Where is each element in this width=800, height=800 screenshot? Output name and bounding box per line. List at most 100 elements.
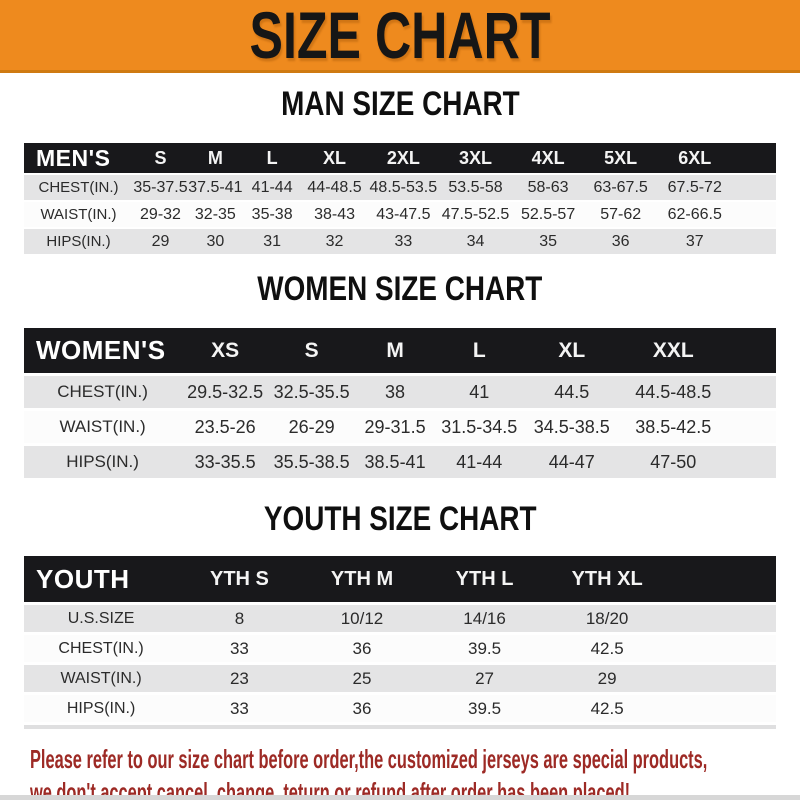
table-row: WAIST(IN.) 29-32 32-35 35-38 38-43 43-47.5 47.… — [24, 202, 776, 227]
size-value-cell: 29 — [151, 232, 170, 250]
size-value-cell: 38.5-41 — [364, 451, 426, 472]
size-column-header: S — [154, 147, 167, 168]
size-column-header: M — [386, 338, 404, 362]
size-value-cell: 38-43 — [314, 205, 355, 223]
size-value-cell: 36 — [352, 638, 372, 658]
youth-size-table: YOUTH YTH S YTH M YTH L YTH XL U.S.SIZE 8 10/12… — [24, 556, 776, 729]
size-value-cell: 14/16 — [463, 608, 506, 628]
size-value-cell: 10/12 — [340, 608, 384, 628]
size-value-cell: 44-48.5 — [307, 178, 362, 196]
row-label: HIPS(IN.) — [66, 452, 139, 471]
size-value-cell: 37.5-41 — [188, 178, 243, 196]
men-section-heading: MAN SIZE CHART — [0, 87, 800, 125]
table-row: CHEST(IN.) 33 36 39.5 42.5 — [24, 635, 776, 662]
size-value-cell: 18/20 — [585, 608, 629, 628]
size-value-cell: 33 — [229, 698, 249, 718]
size-value-cell: 44.5 — [554, 381, 590, 402]
size-value-cell: 29.5-32.5 — [187, 381, 264, 402]
banner-title: SIZE CHART — [249, 0, 551, 72]
size-value-cell: 38.5-42.5 — [635, 416, 712, 437]
youth-section-heading-text: YOUTH SIZE CHART — [263, 500, 537, 538]
size-value-cell: 23 — [229, 668, 249, 688]
row-label: U.S.SIZE — [67, 609, 135, 627]
notice-line-1: Please refer to our size chart before or… — [30, 744, 708, 774]
table-row: U.S.SIZE 8 10/12 14/16 18/20 — [24, 605, 776, 632]
size-value-cell: 57-62 — [600, 205, 642, 223]
row-label: HIPS(IN.) — [66, 699, 136, 717]
size-value-cell: 31 — [263, 232, 282, 250]
size-value-cell: 23.5-26 — [194, 416, 256, 437]
size-value-cell: 41-44 — [456, 451, 503, 472]
size-column-header: S — [304, 338, 319, 362]
women-section-heading: WOMEN SIZE CHART — [0, 272, 800, 310]
size-value-cell: 47.5-52.5 — [441, 205, 510, 223]
size-value-cell: 37 — [685, 232, 704, 250]
size-column-header: 2XL — [386, 147, 420, 168]
women-section-heading-text: WOMEN SIZE CHART — [257, 270, 543, 308]
row-label: WAIST(IN.) — [60, 669, 142, 687]
size-value-cell: 38 — [385, 381, 406, 402]
size-value-cell: 58-63 — [527, 178, 569, 196]
size-value-cell: 35-37.5 — [133, 178, 188, 196]
youth-size-section: YOUTH SIZE CHART YOUTH YTH S YTH M YTH L YTH… — [0, 502, 800, 729]
size-value-cell: 29-31.5 — [364, 416, 426, 437]
men-size-section: MAN SIZE CHART MEN'S S M L XL 2XL 3XL 4XL 5XL 6XL… — [0, 87, 800, 254]
notice-line-2: we don't accept cancel, change, teturn o… — [30, 776, 631, 800]
table-corner-label: YOUTH — [36, 563, 130, 594]
size-column-header: XXL — [652, 338, 694, 362]
size-value-cell: 32-35 — [194, 205, 236, 223]
size-value-cell: 39.5 — [468, 698, 502, 718]
row-label: CHEST(IN.) — [58, 639, 144, 657]
table-corner-label: WOMEN'S — [36, 335, 166, 365]
size-value-cell: 32.5-35.5 — [273, 381, 350, 402]
size-value-cell: 43-47.5 — [376, 205, 431, 223]
size-value-cell: 36 — [352, 698, 372, 718]
size-value-cell: 33 — [229, 638, 249, 658]
size-value-cell: 33 — [394, 232, 413, 250]
size-value-cell: 44-47 — [548, 451, 595, 472]
row-label: WAIST(IN.) — [59, 417, 146, 436]
row-label: CHEST(IN.) — [38, 179, 119, 196]
size-value-cell: 8 — [234, 608, 245, 628]
size-column-header: 6XL — [678, 147, 712, 168]
table-header-row: WOMEN'S XS S M L XL XXL — [24, 328, 776, 373]
size-value-cell: 42.5 — [590, 638, 624, 658]
size-value-cell: 41-44 — [251, 178, 293, 196]
row-label: WAIST(IN.) — [40, 206, 117, 223]
size-chart-banner: SIZE CHART — [0, 0, 800, 73]
bottom-edge-bar — [0, 795, 800, 800]
size-column-header: M — [207, 147, 223, 168]
size-column-header: L — [472, 338, 486, 362]
size-value-cell: 48.5-53.5 — [369, 178, 438, 196]
size-value-cell: 25 — [352, 668, 372, 688]
size-column-header: XL — [558, 338, 586, 362]
size-column-header: XL — [323, 147, 347, 168]
size-value-cell: 67.5-72 — [667, 178, 722, 196]
size-value-cell: 35 — [539, 232, 557, 250]
table-row: WAIST(IN.) 23 25 27 29 — [24, 665, 776, 692]
size-value-cell: 53.5-58 — [448, 178, 503, 196]
size-column-header: YTH XL — [571, 567, 643, 590]
men-size-table: MEN'S S M L XL 2XL 3XL 4XL 5XL 6XL CHEST(IN.) 35-37… — [24, 143, 776, 254]
table-header-row: MEN'S S M L XL 2XL 3XL 4XL 5XL 6XL — [24, 143, 776, 173]
size-column-header: YTH M — [330, 567, 394, 590]
size-column-header: 4XL — [531, 147, 565, 168]
table-corner-label: MEN'S — [36, 144, 111, 171]
table-row: CHEST(IN.) 35-37.5 37.5-41 41-44 44-48.5 48.5… — [24, 175, 776, 200]
size-value-cell: 35.5-38.5 — [273, 451, 350, 472]
row-label: CHEST(IN.) — [57, 382, 148, 401]
size-value-cell: 34 — [466, 232, 485, 250]
size-value-cell: 62-66.5 — [667, 205, 722, 223]
youth-section-heading: YOUTH SIZE CHART — [0, 502, 800, 540]
women-size-section: WOMEN SIZE CHART WOMEN'S XS S M L XL XXL CHEST(… — [0, 272, 800, 478]
table-row: HIPS(IN.) 33 36 39.5 42.5 — [24, 695, 776, 722]
women-size-table: WOMEN'S XS S M L XL XXL CHEST(IN.) 29.5-32.5 32.5… — [24, 328, 776, 478]
table-row: HIPS(IN.) 33-35.5 35.5-38.5 38.5-41 41-44 44-… — [24, 446, 776, 478]
size-value-cell: 63-67.5 — [593, 178, 648, 196]
size-column-header: YTH S — [209, 567, 269, 590]
size-value-cell: 32 — [325, 232, 344, 250]
size-value-cell: 41 — [469, 381, 490, 402]
table-header-row: YOUTH YTH S YTH M YTH L YTH XL — [24, 556, 776, 602]
size-value-cell: 36 — [611, 232, 630, 250]
table-row: HIPS(IN.) 29 30 31 32 33 34 35 36 37 — [24, 229, 776, 254]
